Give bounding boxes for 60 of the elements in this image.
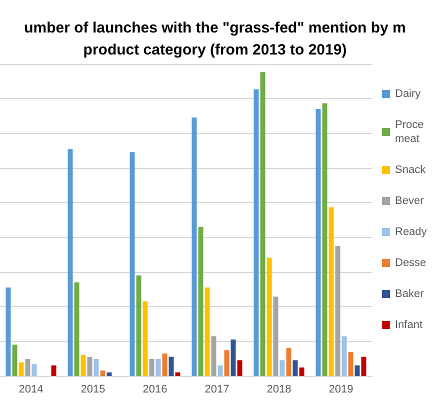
legend-label: Baker bbox=[395, 288, 424, 300]
bar bbox=[254, 89, 259, 376]
bar bbox=[224, 350, 230, 376]
bar bbox=[80, 355, 86, 376]
bar bbox=[162, 353, 168, 376]
bar bbox=[286, 348, 292, 376]
bar bbox=[12, 344, 18, 376]
bar bbox=[322, 103, 328, 376]
legend-label: Bever bbox=[395, 195, 424, 207]
bar bbox=[348, 352, 354, 376]
legend-label: Ready bbox=[395, 226, 428, 238]
bar bbox=[280, 360, 285, 376]
x-tick-label: 2018 bbox=[266, 384, 292, 396]
bar bbox=[273, 296, 278, 376]
bar bbox=[204, 288, 210, 376]
x-tick-label: 2019 bbox=[328, 384, 354, 396]
legend-label: Infant bbox=[395, 319, 423, 331]
bar bbox=[198, 226, 204, 376]
legend-label: Proce meat bbox=[395, 119, 427, 145]
bar bbox=[292, 360, 298, 376]
bar bbox=[94, 358, 99, 376]
bar bbox=[106, 372, 112, 376]
bar bbox=[25, 358, 30, 376]
bar bbox=[100, 370, 106, 376]
bar bbox=[266, 258, 272, 376]
bar bbox=[87, 356, 92, 376]
x-tick-label: 2017 bbox=[204, 384, 230, 396]
bar bbox=[328, 207, 334, 376]
bar bbox=[6, 288, 11, 376]
bar bbox=[130, 152, 135, 376]
bar bbox=[168, 356, 174, 376]
bar bbox=[149, 358, 154, 376]
bar bbox=[175, 372, 180, 376]
bar bbox=[316, 109, 321, 376]
bar bbox=[192, 118, 197, 376]
bar bbox=[18, 362, 24, 376]
bar bbox=[136, 275, 142, 376]
bar bbox=[156, 358, 161, 376]
bar bbox=[230, 340, 236, 376]
bar bbox=[342, 336, 347, 376]
x-tick-label: 2016 bbox=[142, 384, 168, 396]
bar bbox=[32, 364, 37, 376]
bar bbox=[74, 282, 80, 376]
bar bbox=[68, 149, 73, 376]
bar bbox=[361, 356, 366, 376]
x-tick-label: 2015 bbox=[80, 384, 106, 396]
chart-title: umber of launches with the "grass-fed" mention by m product category (from 2013 to 2019) bbox=[24, 20, 406, 58]
legend-label: Desse bbox=[395, 257, 426, 269]
x-tick-label: 2014 bbox=[18, 384, 44, 396]
bar bbox=[260, 72, 266, 376]
legend-label: Snack bbox=[395, 164, 426, 176]
bar bbox=[51, 365, 56, 376]
bar bbox=[237, 360, 242, 376]
bar bbox=[299, 367, 304, 376]
bar bbox=[218, 365, 223, 376]
bar bbox=[354, 365, 360, 376]
bar bbox=[142, 301, 148, 376]
bar bbox=[211, 336, 216, 376]
legend-label: Dairy bbox=[395, 88, 422, 100]
bar bbox=[335, 246, 340, 376]
